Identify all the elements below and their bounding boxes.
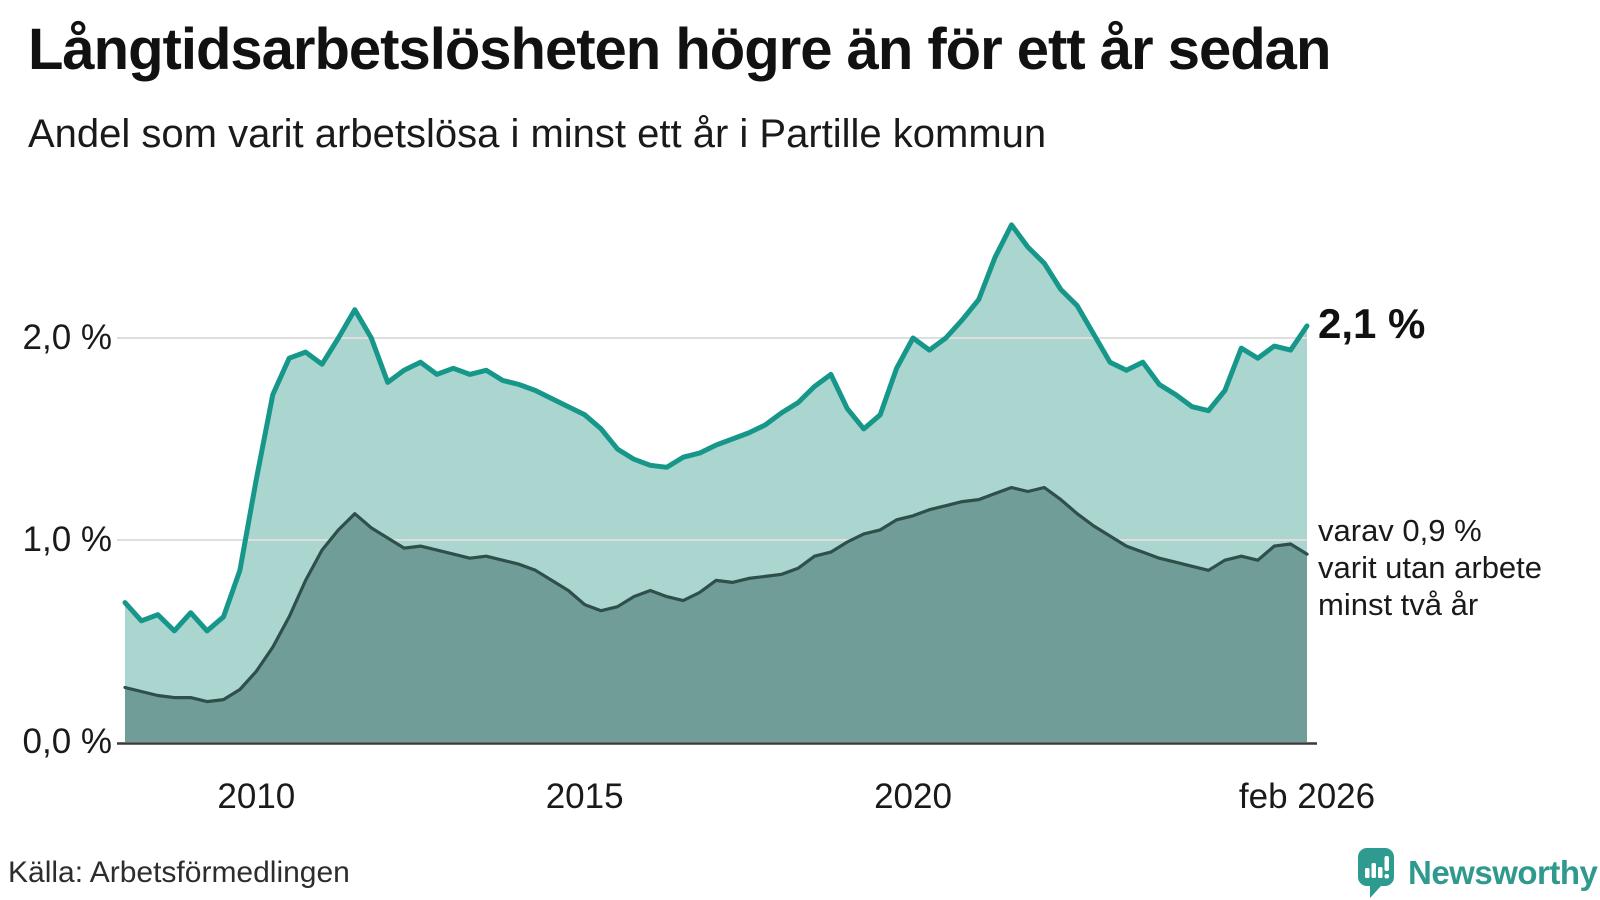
newsworthy-bubble-chart-icon [1358,848,1394,898]
annotation-line-3: minst två år [1318,587,1479,623]
y-axis-tick-1: 1,0 % [22,520,113,559]
annotation-line-2: varit utan arbete [1318,550,1543,586]
y-axis-tick-0: 0,0 % [22,722,113,761]
y-axis-tick-2: 2,0 % [22,318,113,357]
end-value-label-two-years: varav 0,9 % varit utan arbete minst två … [1318,512,1542,623]
x-axis-tick-2015: 2015 [545,777,624,816]
x-axis-tick-2020: 2020 [874,777,952,816]
newsworthy-wordmark: Newsworthy [1408,854,1598,891]
x-axis-tick-2010: 2010 [217,777,296,816]
x-axis-tick-feb-2026: feb 2026 [1238,777,1376,816]
source-note: Källa: Arbetsförmedlingen [8,856,350,889]
page-title: Långtidsarbetslösheten högre än för ett … [28,17,1331,82]
end-value-label-total: 2,1 % [1318,299,1426,347]
newsworthy-logo: Newsworthy [1358,848,1598,900]
annotation-line-1: varav 0,9 % [1318,513,1482,549]
page-subtitle: Andel som varit arbetslösa i minst ett å… [28,112,1047,156]
